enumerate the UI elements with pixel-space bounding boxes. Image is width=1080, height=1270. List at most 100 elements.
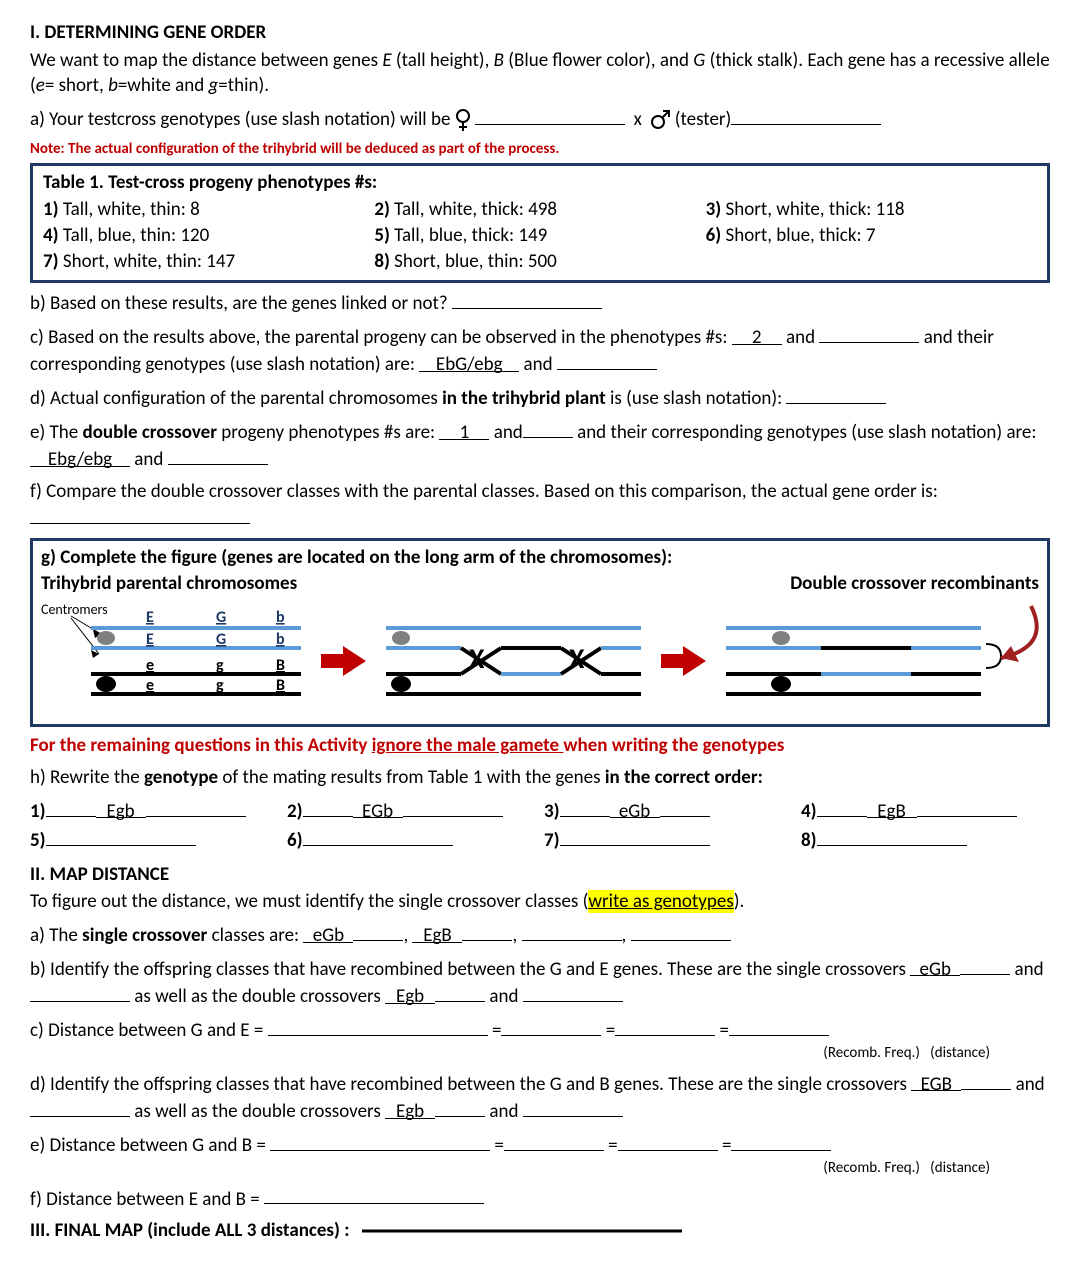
blank[interactable] [960, 955, 1010, 975]
sec1-intro: We want to map the distance between gene… [30, 48, 1050, 99]
h-item: 3)eGb [544, 797, 793, 825]
ans[interactable]: EgB [867, 799, 917, 819]
centromers-label: Centromers [41, 601, 108, 618]
t: h) Rewrite the [30, 766, 144, 789]
blank[interactable] [30, 982, 130, 1002]
blank[interactable] [435, 1097, 485, 1117]
blank[interactable] [961, 1070, 1011, 1090]
blank[interactable] [452, 289, 602, 309]
s2-qe: e) Distance between G and B = = = = (Rec… [30, 1131, 1050, 1179]
blank[interactable] [523, 1097, 623, 1117]
ans-c1[interactable]: 2 [732, 325, 782, 345]
blank[interactable] [268, 1016, 488, 1036]
n: 7) [43, 250, 59, 273]
t: genotype [144, 766, 218, 789]
blank[interactable] [786, 384, 886, 404]
blank[interactable] [303, 797, 353, 817]
t: and [485, 985, 523, 1008]
blank[interactable] [817, 826, 967, 846]
ans[interactable]: eGb [910, 957, 960, 977]
blank[interactable] [504, 1131, 604, 1151]
blank[interactable] [523, 982, 623, 1002]
blank[interactable] [303, 826, 453, 846]
svg-text:E: E [146, 608, 154, 627]
blank[interactable] [729, 1016, 829, 1036]
blank[interactable] [618, 1131, 718, 1151]
ans-c2[interactable]: EbG/ebg [419, 352, 519, 372]
svg-text:g: g [216, 656, 224, 675]
t: classes are: [207, 924, 303, 947]
blank[interactable] [560, 797, 610, 817]
blank[interactable] [30, 504, 250, 524]
t: (tall height), [392, 49, 494, 72]
allele-b: b [108, 74, 118, 97]
t: ). [734, 890, 745, 913]
blank[interactable] [819, 323, 919, 343]
blank[interactable] [557, 350, 657, 370]
blank[interactable] [615, 1016, 715, 1036]
t: and [494, 421, 523, 444]
t: Tall, white, thin: 8 [59, 198, 200, 221]
svg-text:E: E [146, 630, 154, 649]
ans[interactable]: Egb [96, 799, 146, 819]
t: d) Identify the offspring classes that h… [30, 1073, 911, 1096]
blank[interactable] [435, 982, 485, 1002]
blank[interactable] [660, 797, 710, 817]
blank[interactable] [731, 1131, 831, 1151]
blank[interactable] [501, 1016, 601, 1036]
blank[interactable] [146, 797, 246, 817]
q-f: f) Compare the double crossover classes … [30, 479, 1050, 532]
blank[interactable] [46, 826, 196, 846]
t: in the correct order: [605, 766, 763, 789]
label-right: Double crossover recombinants [790, 571, 1039, 597]
t: c) Distance between G and E = [30, 1019, 268, 1042]
ans[interactable]: Egb [385, 984, 435, 1004]
blank[interactable] [353, 921, 403, 941]
ans[interactable]: eGb [610, 799, 660, 819]
chromosome-diagram: Centromers E G b E G b [41, 596, 1041, 716]
figure-g-box: g) Complete the figure (genes are locate… [30, 538, 1050, 727]
ans-e2[interactable]: Ebg/ebg [30, 447, 130, 467]
fig-g-title: g) Complete the figure (genes are locate… [41, 545, 1039, 571]
panel3 [726, 628, 1001, 694]
blank[interactable] [560, 826, 710, 846]
table1-box: Table 1. Test-cross progeny phenotypes #… [30, 163, 1050, 284]
s2-qc: c) Distance between G and E = = = = (Rec… [30, 1016, 1050, 1064]
blank[interactable] [731, 105, 881, 125]
t: b) Based on these results, are the genes… [30, 292, 452, 315]
blank[interactable] [270, 1131, 490, 1151]
ans[interactable]: eGb [303, 923, 353, 943]
h-item: 2)EGb [287, 797, 536, 825]
blank[interactable] [475, 105, 625, 125]
ans[interactable]: Egb [385, 1099, 435, 1119]
blank[interactable] [631, 921, 731, 941]
blank[interactable] [30, 1097, 130, 1117]
n: 6) [287, 829, 303, 852]
n: 8) [374, 250, 390, 273]
ans[interactable]: EGB [911, 1072, 961, 1092]
sublabels: (Recomb. Freq.) (distance) [30, 1158, 1050, 1178]
eq: = [606, 1019, 615, 1042]
blank[interactable] [817, 797, 867, 817]
blank[interactable] [264, 1185, 484, 1205]
blank[interactable] [462, 921, 512, 941]
blank[interactable] [523, 418, 573, 438]
ans-e1[interactable]: 1 [439, 420, 489, 440]
t: Tall, white, thick: 498 [390, 198, 557, 221]
table1-row: 7) Short, white, thin: 147 8) Short, blu… [43, 249, 1037, 275]
h-item: 5) [30, 826, 279, 854]
blank[interactable] [522, 921, 622, 941]
table1-title: Table 1. Test-cross progeny phenotypes #… [43, 170, 1037, 196]
ans[interactable]: EGb [353, 799, 403, 819]
t: To figure out the distance, we must iden… [30, 890, 588, 913]
t: (Blue flower color), and [504, 49, 693, 72]
t: and [1010, 958, 1043, 981]
blank[interactable] [168, 445, 268, 465]
ans[interactable]: EgB [412, 923, 462, 943]
blank[interactable] [403, 797, 503, 817]
table1-row: 4) Tall, blue, thin: 120 5) Tall, blue, … [43, 223, 1037, 249]
blank[interactable] [917, 797, 1017, 817]
blank[interactable] [46, 797, 96, 817]
panel2: X X [386, 628, 641, 694]
t1-c: 8) Short, blue, thin: 500 [374, 249, 705, 275]
